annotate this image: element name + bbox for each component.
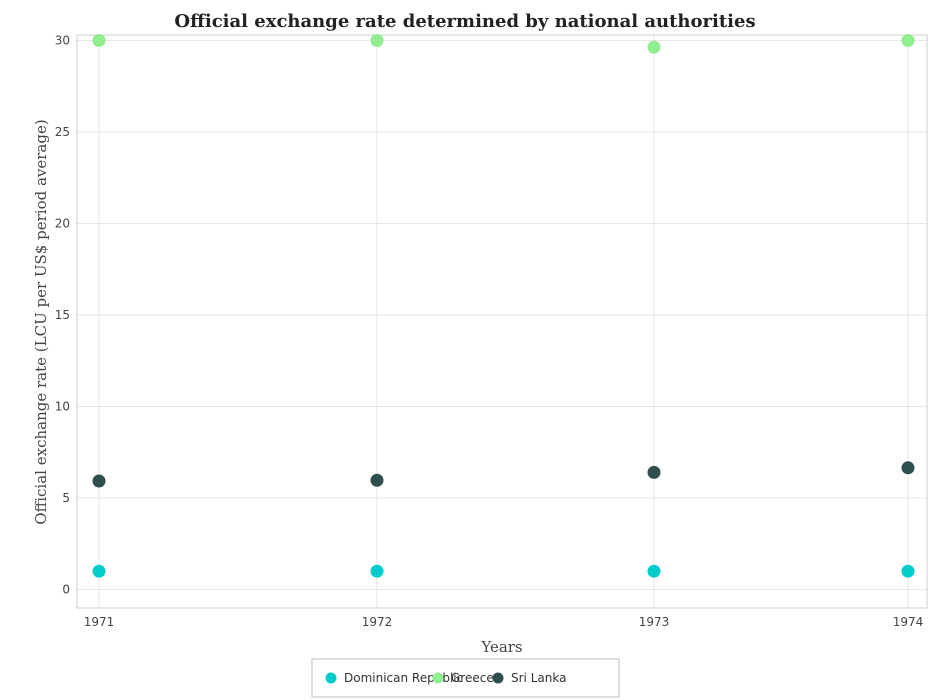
y-tick-label: 20 xyxy=(55,217,70,231)
y-tick-label: 25 xyxy=(55,125,70,139)
x-tick-label: 1973 xyxy=(639,615,670,629)
point-greece-1973 xyxy=(647,40,661,54)
grid xyxy=(77,35,927,608)
point-dominican-republic-1973 xyxy=(647,564,661,578)
x-tick-label: 1974 xyxy=(893,615,924,629)
point-dominican-republic-1971 xyxy=(92,564,106,578)
y-tick-label: 30 xyxy=(55,34,70,48)
chart-title: Official exchange rate determined by nat… xyxy=(174,11,755,32)
point-sri-lanka-1972 xyxy=(370,473,384,487)
point-sri-lanka-1974 xyxy=(901,461,915,475)
point-sri-lanka-1973 xyxy=(647,465,661,479)
y-tick-label: 10 xyxy=(55,400,70,414)
x-axis-ticks: 1971 1972 1973 1974 xyxy=(84,615,924,629)
y-axis-ticks: 0 5 10 15 20 25 30 xyxy=(55,34,70,597)
x-tick-label: 1971 xyxy=(84,615,115,629)
legend-label-2: Sri Lanka xyxy=(511,671,566,685)
legend-label-0: Dominican Republic xyxy=(344,671,463,685)
x-tick-label: 1972 xyxy=(362,615,393,629)
point-sri-lanka-1971 xyxy=(92,474,106,488)
point-greece-1972 xyxy=(370,34,384,47)
point-dominican-republic-1972 xyxy=(370,564,384,578)
x-axis-label: Years xyxy=(480,638,522,656)
plot-frame xyxy=(76,34,928,609)
point-dominican-republic-1974 xyxy=(901,564,915,578)
y-axis-label: Official exchange rate (LCU per US$ peri… xyxy=(32,119,50,524)
point-greece-1974 xyxy=(901,34,915,47)
point-greece-1971 xyxy=(92,34,106,47)
data-points xyxy=(92,34,915,578)
legend-label-1: Greece xyxy=(451,671,494,685)
y-tick-label: 0 xyxy=(62,583,70,597)
legend-box xyxy=(311,658,620,698)
legend-marker-1 xyxy=(432,672,444,684)
legend-marker-2 xyxy=(492,672,504,684)
y-tick-label: 5 xyxy=(62,491,70,505)
legend-marker-0 xyxy=(325,672,337,684)
y-tick-label: 15 xyxy=(55,308,70,322)
